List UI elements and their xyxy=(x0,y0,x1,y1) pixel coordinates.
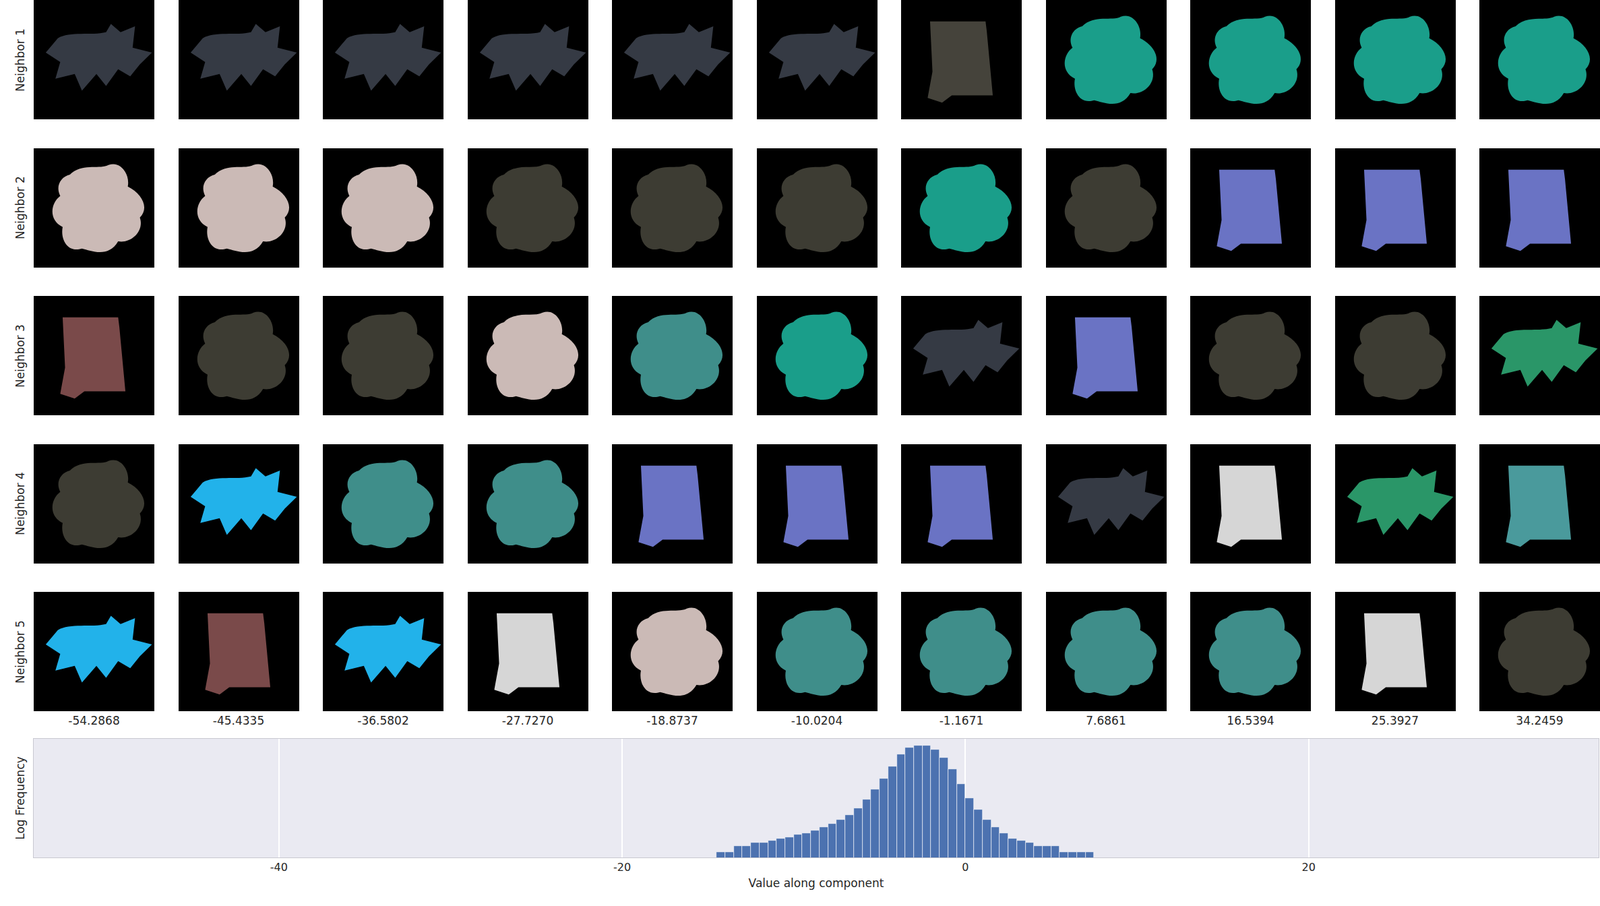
html-text:Neighbor 2: Neighbor 2 xyxy=(13,176,27,240)
html-text:25.3927: 25.3927 xyxy=(1371,714,1419,728)
html-text:-45.4335: -45.4335 xyxy=(212,714,265,728)
html-text:Neighbor 5: Neighbor 5 xyxy=(13,620,27,684)
html-text:7.6861: 7.6861 xyxy=(1085,714,1126,728)
html-text:-18.8737: -18.8737 xyxy=(646,714,699,728)
html-text:-10.0204: -10.0204 xyxy=(791,714,843,728)
html-text:Neighbor 1: Neighbor 1 xyxy=(13,28,27,92)
html-text:-1.1671: -1.1671 xyxy=(939,714,984,728)
html-text:-27.7270: -27.7270 xyxy=(501,714,554,728)
html-text:Neighbor 3: Neighbor 3 xyxy=(13,324,27,388)
html-text:34.2459: 34.2459 xyxy=(1515,714,1564,728)
svg-text:-40: -40 xyxy=(270,860,288,874)
svg-text:-20: -20 xyxy=(613,860,631,874)
svg-text:Value along component: Value along component xyxy=(748,876,885,890)
svg-text:0: 0 xyxy=(961,860,969,874)
html-text:-54.2868: -54.2868 xyxy=(68,714,120,728)
html-text:16.5394: 16.5394 xyxy=(1226,714,1275,728)
html-text:-36.5802: -36.5802 xyxy=(357,714,409,728)
svg-text:20: 20 xyxy=(1301,860,1315,874)
svg-text:Log Frequency: Log Frequency xyxy=(13,756,27,840)
html-text:Neighbor 4: Neighbor 4 xyxy=(13,472,27,536)
